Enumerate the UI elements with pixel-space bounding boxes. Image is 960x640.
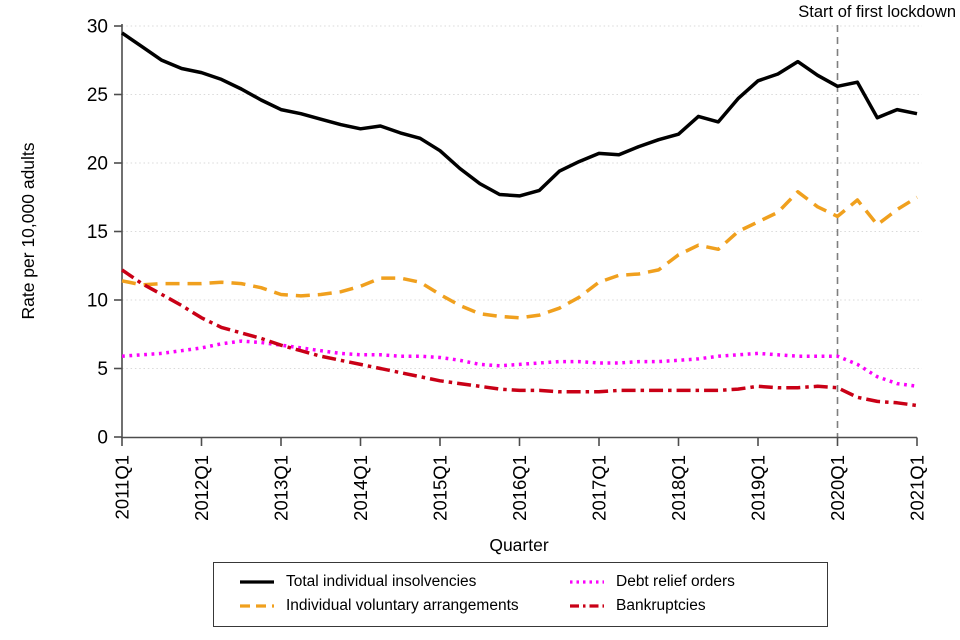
x-tick-label: 2017Q1: [589, 455, 610, 521]
legend-item-iva: Individual voluntary arrangements: [240, 597, 570, 615]
legend-label: Total individual insolvencies: [286, 573, 477, 590]
lockdown-annotation: Start of first lockdown: [798, 3, 956, 21]
x-tick-label: 2019Q1: [748, 455, 769, 521]
y-axis-title: Rate per 10,000 adults: [18, 142, 38, 319]
y-tick-label: 15: [87, 222, 108, 243]
legend-label: Individual voluntary arrangements: [286, 597, 519, 614]
legend-item-total: Total individual insolvencies: [240, 573, 570, 591]
chart-generated-layer: 0 5 10 15 20 25 30 2011Q1 2012Q1 2013Q1 2014Q1 2015…: [87, 17, 928, 521]
x-tick-label: 2020Q1: [827, 455, 848, 521]
series-line-total-individual-insolvencies: [121, 31, 918, 198]
legend-item-bankruptcies: Bankruptcies: [570, 597, 813, 615]
legend-item-dro: Debt relief orders: [570, 573, 813, 591]
iva-line-swatch: [240, 604, 274, 608]
x-tick-label: 2018Q1: [668, 455, 689, 521]
total-line-swatch: [240, 580, 274, 584]
series-line-bankruptcies: [121, 268, 918, 408]
x-tick-label: 2021Q1: [907, 455, 928, 521]
legend-label: Bankruptcies: [616, 597, 706, 614]
x-tick-label: 2015Q1: [430, 455, 451, 521]
y-tick-label: 20: [87, 154, 108, 175]
x-tick-label: 2014Q1: [350, 455, 371, 521]
legend-label: Debt relief orders: [616, 573, 735, 590]
y-tick-label: 25: [87, 85, 108, 106]
x-tick-label: 2016Q1: [509, 455, 530, 521]
chart-plot-area: 0 5 10 15 20 25 30 2011Q1 2012Q1 2013Q1 2014Q1 2015…: [18, 3, 956, 555]
y-tick-label: 0: [97, 428, 108, 449]
x-axis-title: Quarter: [489, 535, 548, 555]
x-tick-label: 2012Q1: [191, 455, 212, 521]
series-line-individual-voluntary-arrangements: [121, 190, 918, 320]
y-tick-label: 30: [87, 17, 108, 38]
y-tick-label: 10: [87, 291, 108, 312]
chart-legend: Total individual insolvencies Individual…: [213, 562, 828, 627]
dro-line-swatch: [570, 580, 604, 584]
x-tick-label: 2013Q1: [271, 455, 292, 521]
bankruptcies-line-swatch: [570, 604, 604, 608]
x-tick-label: 2011Q1: [112, 455, 133, 519]
y-tick-label: 5: [97, 359, 108, 380]
series-line-debt-relief-orders: [121, 339, 918, 389]
